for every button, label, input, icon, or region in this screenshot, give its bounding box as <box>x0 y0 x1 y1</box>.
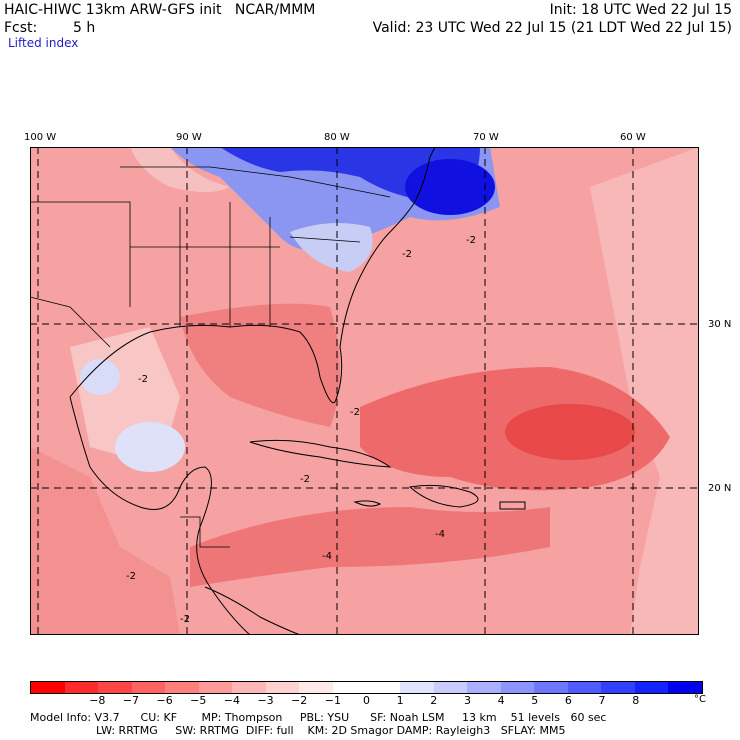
stable-fringe <box>130 147 230 192</box>
lon-label-70w: 70 W <box>473 132 499 143</box>
contour-label: -2 <box>126 571 136 582</box>
colorbar-swatch <box>601 682 635 693</box>
init-time: Init: 18 UTC Wed 22 Jul 15 <box>549 2 732 18</box>
model-info-line1: Model Info: V3.7 CU: KF MP: Thompson PBL… <box>30 711 607 724</box>
colorbar-swatch <box>668 682 702 693</box>
light-blue-gulf-west <box>115 422 185 472</box>
lat-label-30n: 30 N <box>708 319 732 330</box>
contour-label: -2 <box>350 407 360 418</box>
colorbar-swatch <box>198 682 233 693</box>
contour-label: -4 <box>435 529 445 540</box>
colorbar-tick-label: 0 <box>363 694 370 707</box>
pale-region-east-atlantic <box>590 147 699 635</box>
hispaniola <box>408 484 479 508</box>
colorbar-tick-label: 3 <box>463 694 471 707</box>
coastlines <box>69 147 526 635</box>
central-america <box>204 586 301 635</box>
colorbar-swatch <box>567 682 602 693</box>
colorbar-tick-label: −1 <box>324 694 341 707</box>
colorbar-swatch <box>31 682 65 693</box>
contour-label: -4 <box>322 551 332 562</box>
lon-label-80w: 80 W <box>324 132 350 143</box>
colorbar-tick-label: −3 <box>257 694 274 707</box>
colorbar-swatch <box>433 682 468 693</box>
model-title: HAIC-HIWC 13km ARW-GFS init NCAR/MMM <box>4 2 316 18</box>
contour-label: -2 <box>138 374 148 385</box>
political-borders <box>30 166 391 548</box>
colorbar <box>30 681 703 694</box>
gulf-florida-band <box>180 303 340 427</box>
forecast-label: Fcst: <box>4 20 38 36</box>
deep-red-core <box>505 404 635 460</box>
colorbar-tick-label: −7 <box>122 694 140 707</box>
colorbar-swatch <box>534 682 568 693</box>
colorbar-swatch <box>467 682 501 693</box>
colorbar-tick-label: 8 <box>632 694 640 707</box>
colorbar-swatch <box>299 682 333 693</box>
colorbar-swatch <box>131 682 166 693</box>
lon-label-100w: 100 W <box>24 132 57 143</box>
us-gulf-coast <box>69 147 436 404</box>
map-border <box>30 147 699 635</box>
lon-label-60w: 60 W <box>620 132 646 143</box>
colorbar-tick-label: 2 <box>430 694 438 707</box>
lat-label-20n: 20 N <box>708 483 732 494</box>
colorbar-swatch <box>64 682 99 693</box>
colorbar-tick-label: −2 <box>291 694 308 707</box>
jamaica <box>353 500 382 507</box>
caribbean-band <box>190 507 550 587</box>
colorbar-tick-label: −6 <box>156 694 173 707</box>
valid-time: Valid: 23 UTC Wed 22 Jul 15 (21 LDT Wed … <box>372 20 732 36</box>
colorbar-tick-label: 1 <box>396 694 404 707</box>
contour-label: -2 <box>180 614 190 625</box>
model-info-line2: LW: RRTMG SW: RRTMG DIFF: full KM: 2D Sm… <box>96 724 566 737</box>
deep-blue-northeast <box>405 159 495 215</box>
colorbar-tick-label: 6 <box>564 694 572 707</box>
colorbar-tick-label: −8 <box>89 694 106 707</box>
colorbar-swatch <box>98 682 132 693</box>
puerto-rico <box>499 501 526 510</box>
cuba <box>249 439 392 468</box>
field-name: Lifted index <box>8 36 79 50</box>
colorbar-labels: −8 −7 −6 −5 −4 −3 −2 −1 0 1 2 3 4 5 6 7 8 <box>30 694 703 708</box>
colorbar-tick-label: −4 <box>223 694 240 707</box>
contour-label: -2 <box>402 249 412 260</box>
colorbar-swatch <box>366 682 401 693</box>
colorbar-unit: °C <box>694 694 706 705</box>
colorbar-swatch <box>232 682 266 693</box>
contour-label: -2 <box>300 474 310 485</box>
light-blue-texas-coast <box>80 359 120 395</box>
colorbar-tick-label: −5 <box>190 694 207 707</box>
colorbar-swatch <box>634 682 669 693</box>
light-blue-carolinas <box>290 223 373 272</box>
forecast-hour: 5 h <box>73 20 96 36</box>
colorbar-tick-label: 4 <box>497 694 505 707</box>
colorbar-tick-label: 7 <box>598 694 606 707</box>
mexico-coast <box>69 396 251 635</box>
graticule <box>30 147 699 635</box>
colorbar-swatch <box>265 682 300 693</box>
lon-label-90w: 90 W <box>176 132 202 143</box>
colorbar-swatch <box>165 682 199 693</box>
pale-region-pacific <box>30 447 180 635</box>
colorbar-swatch <box>332 682 367 693</box>
colorbar-swatch <box>500 682 535 693</box>
lifted-index-map: -2 -2 -2 -2 -2 -2 -2 -4 -4 <box>30 147 699 635</box>
contour-label: -2 <box>466 235 476 246</box>
colorbar-swatch <box>400 682 434 693</box>
colorbar-tick-label: 5 <box>531 694 539 707</box>
